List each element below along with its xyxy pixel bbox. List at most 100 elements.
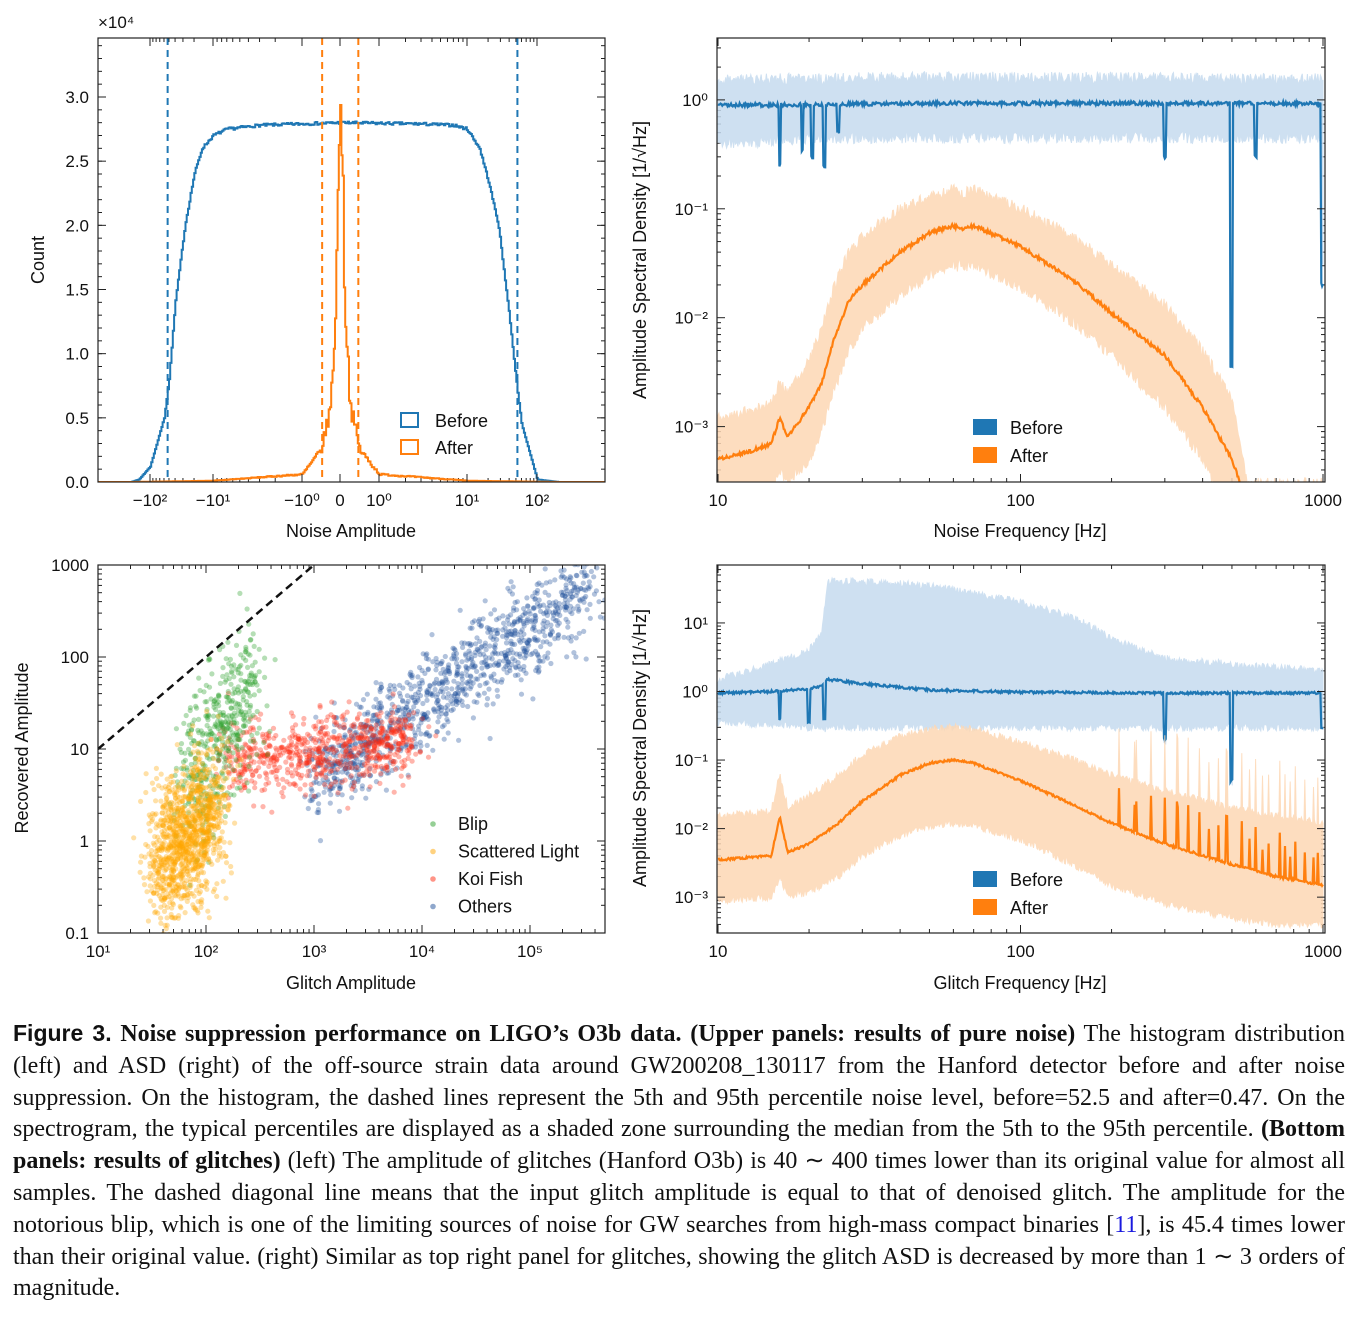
- scatter-point: [169, 877, 175, 883]
- scatter-point: [405, 725, 411, 731]
- scatter-point: [358, 772, 365, 778]
- scatter-point: [184, 780, 190, 786]
- scatter-point: [227, 803, 233, 809]
- scatter-point: [480, 671, 487, 677]
- scatter-point: [194, 908, 200, 914]
- scatter-point: [240, 762, 247, 768]
- scatter-point: [349, 753, 355, 759]
- scatter-point: [195, 810, 201, 816]
- scatter-point: [332, 778, 338, 784]
- scatter-point: [263, 752, 269, 758]
- scatter-point: [521, 648, 527, 654]
- scatter-point: [260, 734, 266, 740]
- scatter-point: [223, 757, 230, 764]
- scatter-point: [211, 840, 217, 846]
- scatter-point: [272, 752, 278, 758]
- scatter-point: [171, 861, 177, 867]
- scatter-point: [391, 704, 398, 710]
- scatter-point: [427, 682, 433, 689]
- scatter-point: [161, 856, 167, 863]
- scatter-point: [188, 769, 194, 775]
- scatter-point: [240, 746, 246, 752]
- scatter-point: [384, 714, 390, 720]
- scatter-point: [453, 651, 460, 657]
- scatter-point: [160, 804, 166, 810]
- scatter-point: [212, 724, 218, 730]
- scatter-point: [349, 765, 355, 771]
- scatter-point: [243, 679, 249, 685]
- scatter-point: [402, 757, 408, 764]
- scatter-point: [415, 697, 421, 703]
- scatter-point: [187, 879, 193, 885]
- scatter-point: [438, 660, 444, 667]
- scatter-point: [504, 670, 510, 676]
- citation-link[interactable]: 11: [1114, 1211, 1138, 1238]
- scatter-point: [334, 722, 340, 728]
- scatter-point: [155, 870, 161, 877]
- scatter-point: [275, 752, 282, 759]
- scatter-point: [228, 699, 234, 705]
- scatter-point: [308, 735, 314, 742]
- scatter-point: [230, 750, 236, 756]
- scatter-point: [521, 623, 527, 629]
- scatter-point: [203, 731, 210, 737]
- plot-area: [717, 70, 1325, 482]
- scatter-point: [333, 720, 339, 726]
- scatter-point: [203, 817, 210, 824]
- scatter-point: [520, 618, 526, 625]
- scatter-point: [311, 723, 317, 730]
- scatter-point: [273, 758, 279, 764]
- scatter-point: [344, 749, 350, 755]
- scatter-point: [192, 755, 198, 762]
- scatter-point: [164, 915, 170, 921]
- scatter-point: [194, 857, 200, 863]
- scatter-point: [494, 687, 500, 693]
- scatter-point: [186, 810, 192, 816]
- scatter-point: [476, 692, 482, 699]
- scatter-point: [163, 820, 169, 826]
- scatter-point: [213, 846, 219, 852]
- scatter-point: [569, 610, 575, 617]
- scatter-point: [279, 744, 285, 750]
- scatter-point: [244, 750, 250, 756]
- scatter-point: [177, 828, 183, 835]
- scatter-point: [186, 819, 192, 825]
- scatter-series-others: [297, 565, 605, 844]
- scatter-point: [190, 856, 197, 862]
- scatter-point: [587, 615, 593, 621]
- scatter-point: [198, 780, 204, 787]
- y-tick-label: 10⁰: [682, 91, 708, 110]
- scatter-point: [385, 735, 391, 741]
- scatter-point: [509, 632, 515, 638]
- scatter-point: [220, 710, 226, 716]
- scatter-point: [164, 795, 170, 801]
- scatter-point: [421, 716, 427, 722]
- scatter-point: [231, 674, 237, 680]
- scatter-point: [288, 710, 295, 716]
- scatter-point: [307, 747, 313, 753]
- scatter-point: [175, 887, 181, 893]
- scatter-point: [168, 818, 174, 824]
- scatter-point: [417, 683, 423, 690]
- scatter-point: [187, 850, 193, 856]
- scatter-point: [185, 860, 191, 866]
- scatter-point: [197, 827, 203, 833]
- scatter-point: [505, 658, 511, 665]
- scatter-point: [227, 749, 233, 755]
- scatter-point: [578, 585, 584, 592]
- scatter-point: [512, 658, 518, 664]
- scatter-point: [391, 729, 397, 735]
- scatter-point: [359, 786, 365, 792]
- scatter-point: [229, 712, 235, 719]
- scatter-point: [162, 896, 168, 903]
- scatter-point: [504, 651, 510, 658]
- scatter-point: [328, 785, 334, 791]
- scatter-point: [221, 792, 227, 798]
- scatter-point: [231, 768, 238, 774]
- scatter-point: [243, 644, 249, 650]
- scatter-point: [160, 822, 166, 828]
- scatter-point: [173, 893, 179, 899]
- scatter-point: [173, 805, 180, 812]
- scatter-point: [261, 760, 267, 767]
- scatter-point: [262, 787, 268, 793]
